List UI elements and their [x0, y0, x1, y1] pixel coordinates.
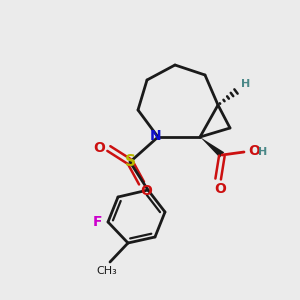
- Text: O: O: [214, 182, 226, 196]
- Polygon shape: [200, 137, 224, 158]
- Text: CH₃: CH₃: [97, 266, 117, 276]
- Text: S: S: [124, 154, 136, 169]
- Text: N: N: [150, 129, 162, 143]
- Text: O: O: [248, 144, 260, 158]
- Text: O: O: [140, 184, 152, 198]
- Text: F: F: [92, 215, 102, 229]
- Text: H: H: [242, 79, 250, 89]
- Text: H: H: [258, 147, 268, 157]
- Text: O: O: [93, 141, 105, 155]
